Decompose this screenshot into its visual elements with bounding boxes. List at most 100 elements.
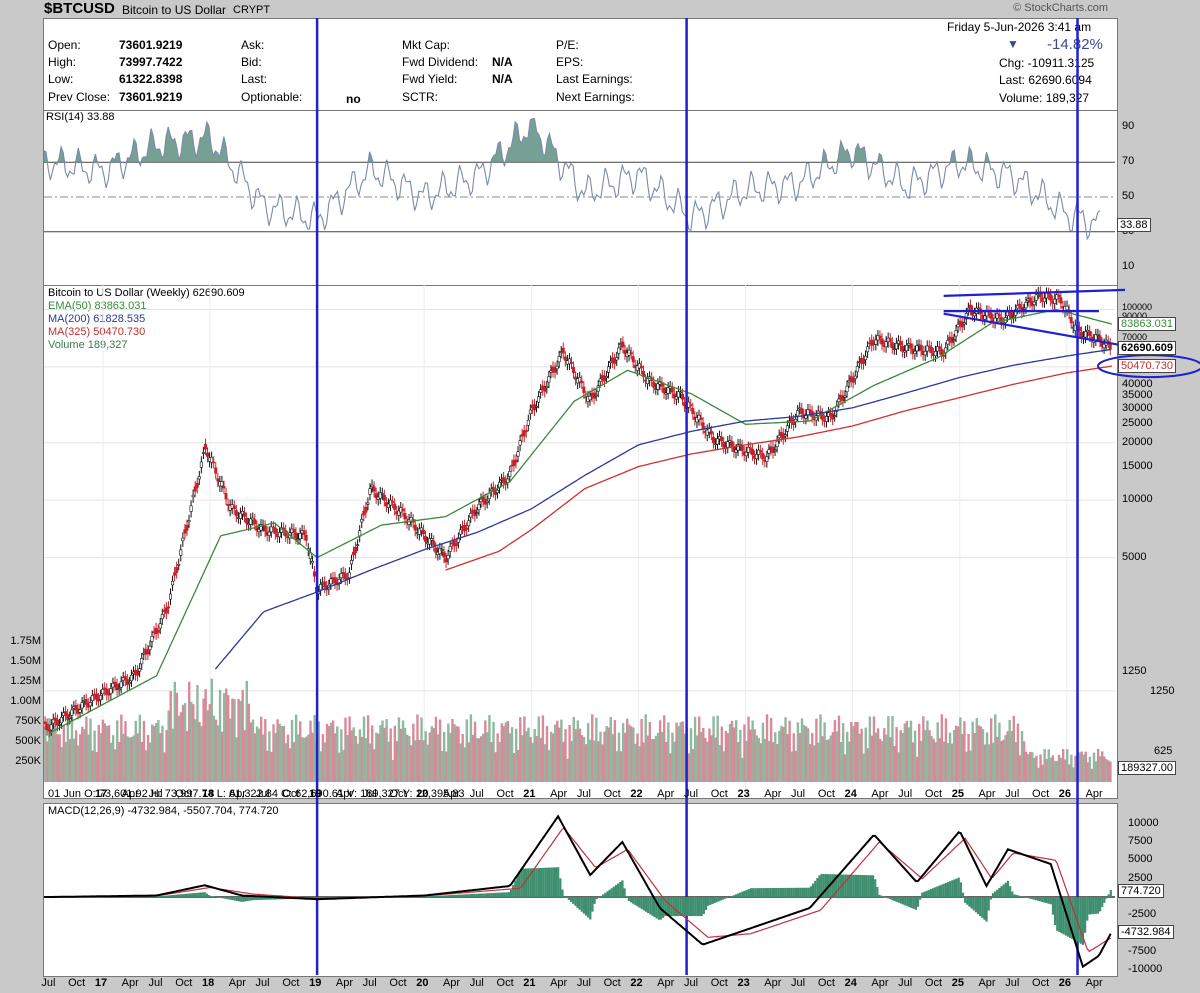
volume-bar bbox=[584, 744, 588, 782]
volume-bar bbox=[595, 717, 598, 782]
volume-bar bbox=[401, 720, 405, 782]
volume-bar bbox=[229, 718, 232, 782]
macd-histogram-bar bbox=[548, 867, 551, 897]
volume-bar bbox=[660, 731, 664, 782]
macd-histogram-bar bbox=[702, 897, 705, 915]
price-x-label: Oct bbox=[389, 788, 407, 800]
macd-x-label: Oct bbox=[282, 977, 300, 989]
price-candle-body bbox=[146, 650, 150, 655]
macd-histogram-bar bbox=[644, 897, 648, 912]
macd-histogram-bar bbox=[147, 896, 151, 897]
volume-bar bbox=[70, 716, 74, 782]
price-candle-body bbox=[292, 528, 296, 533]
macd-histogram-bar bbox=[764, 888, 768, 897]
change-value: Chg: -10911.3125 bbox=[999, 56, 1095, 70]
macd-histogram-bar bbox=[212, 896, 215, 897]
volume-bar bbox=[122, 733, 125, 782]
macd-histogram-bar bbox=[672, 897, 675, 917]
macd-histogram-bar bbox=[492, 892, 496, 897]
macd-histogram-bar bbox=[182, 894, 185, 897]
macd-histogram-bar bbox=[790, 887, 793, 897]
volume-bar bbox=[769, 718, 773, 782]
macd-histogram-bar bbox=[422, 896, 425, 897]
volume-bar bbox=[299, 721, 302, 782]
price-candle-body bbox=[166, 606, 170, 609]
volume-bar bbox=[56, 734, 59, 782]
price-candle-body bbox=[193, 486, 197, 492]
last-value: Last: 62690.6094 bbox=[999, 73, 1092, 87]
macd-histogram-bar bbox=[458, 894, 461, 897]
price-candle-body bbox=[652, 381, 656, 388]
price-candle-body bbox=[588, 395, 592, 401]
volume-bar bbox=[593, 740, 596, 782]
rsi-panel bbox=[43, 110, 1118, 286]
macd-histogram-bar bbox=[569, 897, 573, 902]
volume-bar bbox=[841, 722, 845, 782]
volume-bar bbox=[1078, 752, 1081, 782]
price-candle-body bbox=[641, 370, 645, 378]
macd-histogram-bar bbox=[1036, 897, 1040, 901]
macd-histogram-bar bbox=[327, 897, 331, 898]
macd-histogram-bar bbox=[240, 897, 243, 902]
macd-histogram-bar bbox=[602, 894, 605, 897]
price-candle-body bbox=[68, 716, 72, 719]
volume-bar bbox=[179, 712, 183, 782]
macd-histogram-bar bbox=[574, 897, 577, 906]
price-candle-body bbox=[485, 500, 489, 503]
macd-x-label: Apr bbox=[657, 977, 675, 989]
macd-histogram-bar bbox=[535, 868, 538, 897]
price-candle-body bbox=[796, 410, 800, 417]
macd-histogram-bar bbox=[177, 894, 181, 897]
volume-bar bbox=[786, 734, 789, 782]
volume-bar bbox=[447, 723, 450, 782]
volume-bar bbox=[656, 732, 660, 782]
macd-x-label: 22 bbox=[630, 977, 643, 989]
price-candle-body bbox=[352, 551, 356, 556]
macd-histogram-bar bbox=[1105, 897, 1108, 899]
macd-histogram-bar bbox=[820, 873, 823, 897]
price-candle-body bbox=[105, 688, 109, 695]
macd-axis-tick: -7500 bbox=[1128, 945, 1157, 957]
price-candle-body bbox=[74, 705, 78, 711]
price-candle-body bbox=[1028, 297, 1032, 303]
volume-bar bbox=[950, 743, 954, 782]
price-candle-body bbox=[502, 477, 506, 483]
macd-histogram-bar bbox=[754, 888, 757, 897]
macd-histogram-bar bbox=[694, 897, 697, 917]
volume-bar bbox=[438, 719, 442, 782]
volume-axis-tick: 500K bbox=[15, 735, 41, 747]
macd-histogram-bar bbox=[904, 897, 907, 906]
macd-x-label: Oct bbox=[1032, 977, 1050, 989]
volume-bar bbox=[373, 749, 376, 782]
macd-histogram-bar bbox=[921, 892, 924, 897]
macd-histogram-bar bbox=[561, 889, 564, 897]
volume-bar bbox=[839, 741, 843, 782]
price-candle-body bbox=[631, 356, 635, 363]
price-candle-body bbox=[206, 452, 210, 457]
volume-bar bbox=[259, 716, 263, 782]
volume-bar bbox=[833, 720, 837, 782]
volume-bar bbox=[138, 714, 142, 782]
price-candle-body bbox=[580, 380, 584, 384]
price-x-label: Jul bbox=[255, 788, 270, 800]
price-candle-body bbox=[171, 580, 175, 586]
volume-bar bbox=[913, 730, 917, 782]
volume-bar bbox=[825, 739, 828, 782]
price-candle-body bbox=[94, 693, 98, 700]
price-candle-body bbox=[755, 454, 759, 460]
price-x-label: 21 bbox=[523, 788, 536, 800]
macd-histogram-bar bbox=[550, 867, 553, 897]
volume-bar bbox=[646, 735, 649, 782]
macd-histogram-bar bbox=[464, 894, 468, 897]
price-candle-body bbox=[432, 540, 436, 546]
macd-histogram-bar bbox=[1002, 884, 1005, 897]
price-candle-body bbox=[465, 527, 469, 530]
macd-histogram-bar bbox=[1060, 897, 1063, 934]
price-candle-body bbox=[156, 629, 160, 633]
volume-bar bbox=[994, 714, 997, 782]
price-candle-body bbox=[522, 430, 526, 437]
macd-histogram-bar bbox=[642, 897, 645, 911]
price-candle-body bbox=[841, 395, 845, 402]
macd-histogram-bar bbox=[454, 894, 457, 897]
price-candle-body bbox=[378, 492, 382, 499]
